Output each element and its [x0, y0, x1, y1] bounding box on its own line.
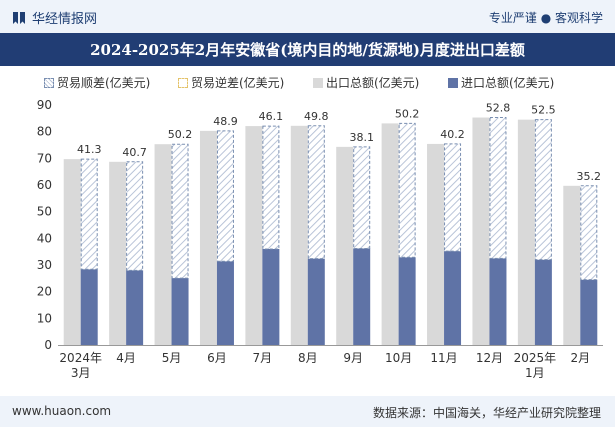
- y-tick-label: 10: [37, 311, 52, 325]
- import-bar: [353, 248, 371, 345]
- surplus-bar: [126, 161, 144, 271]
- export-bar: [109, 161, 127, 345]
- import-bar: [307, 258, 325, 345]
- surplus-bar: [534, 119, 552, 261]
- surplus-data-label: 35.2: [577, 170, 602, 183]
- legend-label-surplus: 贸易顺差(亿美元): [57, 76, 151, 90]
- surplus-data-label: 38.1: [349, 131, 374, 144]
- export-bar: [290, 125, 308, 345]
- legend-surplus: 贸易顺差(亿美元): [44, 74, 150, 91]
- legend-import: 进口总额(亿美元): [448, 74, 554, 91]
- legend-swatch-import: [448, 77, 458, 88]
- footer-bar: www.huaon.com 数据来源：中国海关，华经产业研究院整理: [0, 396, 615, 427]
- surplus-bar: [353, 146, 371, 249]
- bookmark-logo-icon: [13, 11, 25, 24]
- x-tick-label: 2月: [570, 351, 590, 365]
- surplus-data-label: 50.2: [395, 107, 420, 120]
- x-tick-label: 10月: [385, 351, 412, 365]
- surplus-bar: [307, 125, 325, 260]
- import-bar: [171, 278, 189, 345]
- import-bar: [534, 259, 552, 345]
- surplus-bar: [80, 158, 98, 270]
- y-tick-label: 70: [37, 151, 52, 165]
- x-tick-label: 2024年: [59, 351, 102, 365]
- export-bar: [245, 126, 263, 345]
- import-bar: [580, 279, 598, 345]
- title-bar: [0, 33, 615, 66]
- surplus-data-label: 52.8: [486, 102, 511, 115]
- y-tick-label: 40: [37, 231, 52, 245]
- legend-label-import: 进口总额(亿美元): [461, 76, 555, 90]
- legend-swatch-surplus: [44, 77, 54, 88]
- y-tick-label: 80: [37, 125, 52, 139]
- brand: 华经情报网: [12, 8, 97, 27]
- surplus-data-label: 40.7: [122, 146, 147, 159]
- surplus-data-label: 49.8: [304, 110, 329, 123]
- import-bar: [444, 251, 462, 345]
- x-tick-label: 12月: [476, 351, 503, 365]
- bars-group: [63, 117, 598, 346]
- chart-title: 2024-2025年2月年安徽省(境内目的地/货源地)月度进出口差额: [90, 41, 525, 59]
- import-bar: [262, 249, 280, 345]
- y-tick-label: 0: [44, 338, 52, 352]
- x-tick-label: 2025年: [514, 351, 557, 365]
- axes-group: 0 10 20 30 40 50 60 70 80 90: [37, 98, 603, 352]
- legend-swatch-deficit: [178, 77, 188, 88]
- top-banner: 华经情报网 专业严谨 ● 客观科学: [0, 0, 615, 33]
- surplus-data-label: 48.9: [213, 115, 238, 128]
- export-bar: [381, 123, 399, 346]
- website-link[interactable]: www.huaon.com: [12, 404, 112, 418]
- y-tick-label: 50: [37, 205, 52, 219]
- surplus-data-label: 46.1: [259, 110, 284, 123]
- legend-label-deficit: 贸易逆差(亿美元): [191, 76, 285, 90]
- x-tick-label: 4月: [116, 351, 136, 365]
- export-bar: [154, 144, 172, 345]
- brand-name: 华经情报网: [32, 12, 98, 27]
- import-bar: [216, 261, 234, 345]
- surplus-bar: [489, 117, 507, 259]
- surplus-data-label: 41.3: [77, 143, 102, 156]
- x-tick-label: 1月: [525, 366, 545, 380]
- x-tick-label: 8月: [298, 351, 318, 365]
- import-bar: [489, 258, 507, 345]
- surplus-bar: [580, 185, 598, 281]
- y-tick-label: 60: [37, 178, 52, 192]
- export-bar: [427, 143, 445, 345]
- x-tick-label: 6月: [207, 351, 227, 365]
- legend-label-export: 出口总额(亿美元): [326, 76, 420, 90]
- y-tick-label: 90: [37, 98, 52, 112]
- y-tick-label: 30: [37, 258, 52, 272]
- legend-deficit: 贸易逆差(亿美元): [178, 74, 284, 91]
- x-tick-label: 3月: [71, 366, 91, 380]
- export-bar: [336, 146, 354, 345]
- data-source: 数据来源：中国海关，华经产业研究院整理: [372, 406, 601, 420]
- import-bar: [126, 270, 144, 345]
- import-bar: [80, 269, 98, 345]
- surplus-bar: [398, 122, 416, 258]
- surplus-data-label: 50.2: [168, 128, 193, 141]
- export-bar: [472, 117, 490, 346]
- x-tick-label: 11月: [430, 351, 457, 365]
- x-tick-label: 5月: [162, 351, 182, 365]
- export-bar: [63, 159, 81, 345]
- surplus-data-label: 52.5: [531, 104, 556, 117]
- chart-legend: 贸易顺差(亿美元) 贸易逆差(亿美元) 出口总额(亿美元) 进口总额(亿美元): [0, 74, 615, 92]
- y-tick-label: 20: [37, 285, 52, 299]
- surplus-bar: [262, 125, 280, 250]
- x-tick-label: 9月: [343, 351, 363, 365]
- surplus-bar: [444, 143, 462, 252]
- tagline: 专业严谨 ● 客观科学: [488, 11, 603, 25]
- surplus-bar: [216, 130, 234, 262]
- export-bar: [563, 185, 581, 345]
- export-bar: [517, 119, 535, 346]
- import-bar: [398, 257, 416, 345]
- surplus-bar: [171, 143, 189, 279]
- x-tick-label: 7月: [253, 351, 273, 365]
- legend-swatch-export: [313, 77, 323, 88]
- legend-export: 出口总额(亿美元): [313, 74, 419, 91]
- surplus-data-label: 40.2: [440, 128, 465, 141]
- export-bar: [199, 130, 217, 345]
